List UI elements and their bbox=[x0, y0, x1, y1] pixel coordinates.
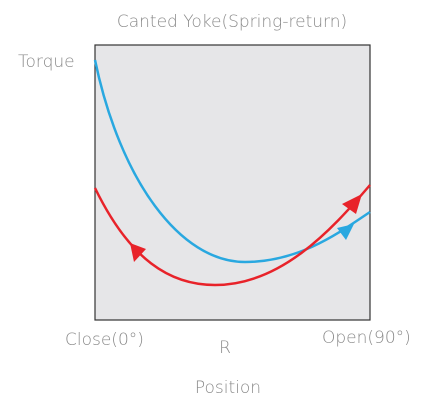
x-mid-label: R bbox=[219, 338, 231, 358]
blue-arrow bbox=[337, 224, 354, 240]
title: Canted Yoke(Spring-return) bbox=[117, 12, 347, 32]
red-arrow-right bbox=[342, 194, 362, 214]
blue-curve bbox=[93, 59, 371, 264]
plot-area bbox=[94, 44, 371, 321]
y-label: Torque bbox=[18, 52, 75, 72]
x-label: Position bbox=[195, 378, 261, 398]
red-arrow-left bbox=[130, 243, 146, 262]
x-right-label: Open(90°) bbox=[322, 328, 411, 348]
x-left-label: Close(0°) bbox=[65, 330, 144, 350]
